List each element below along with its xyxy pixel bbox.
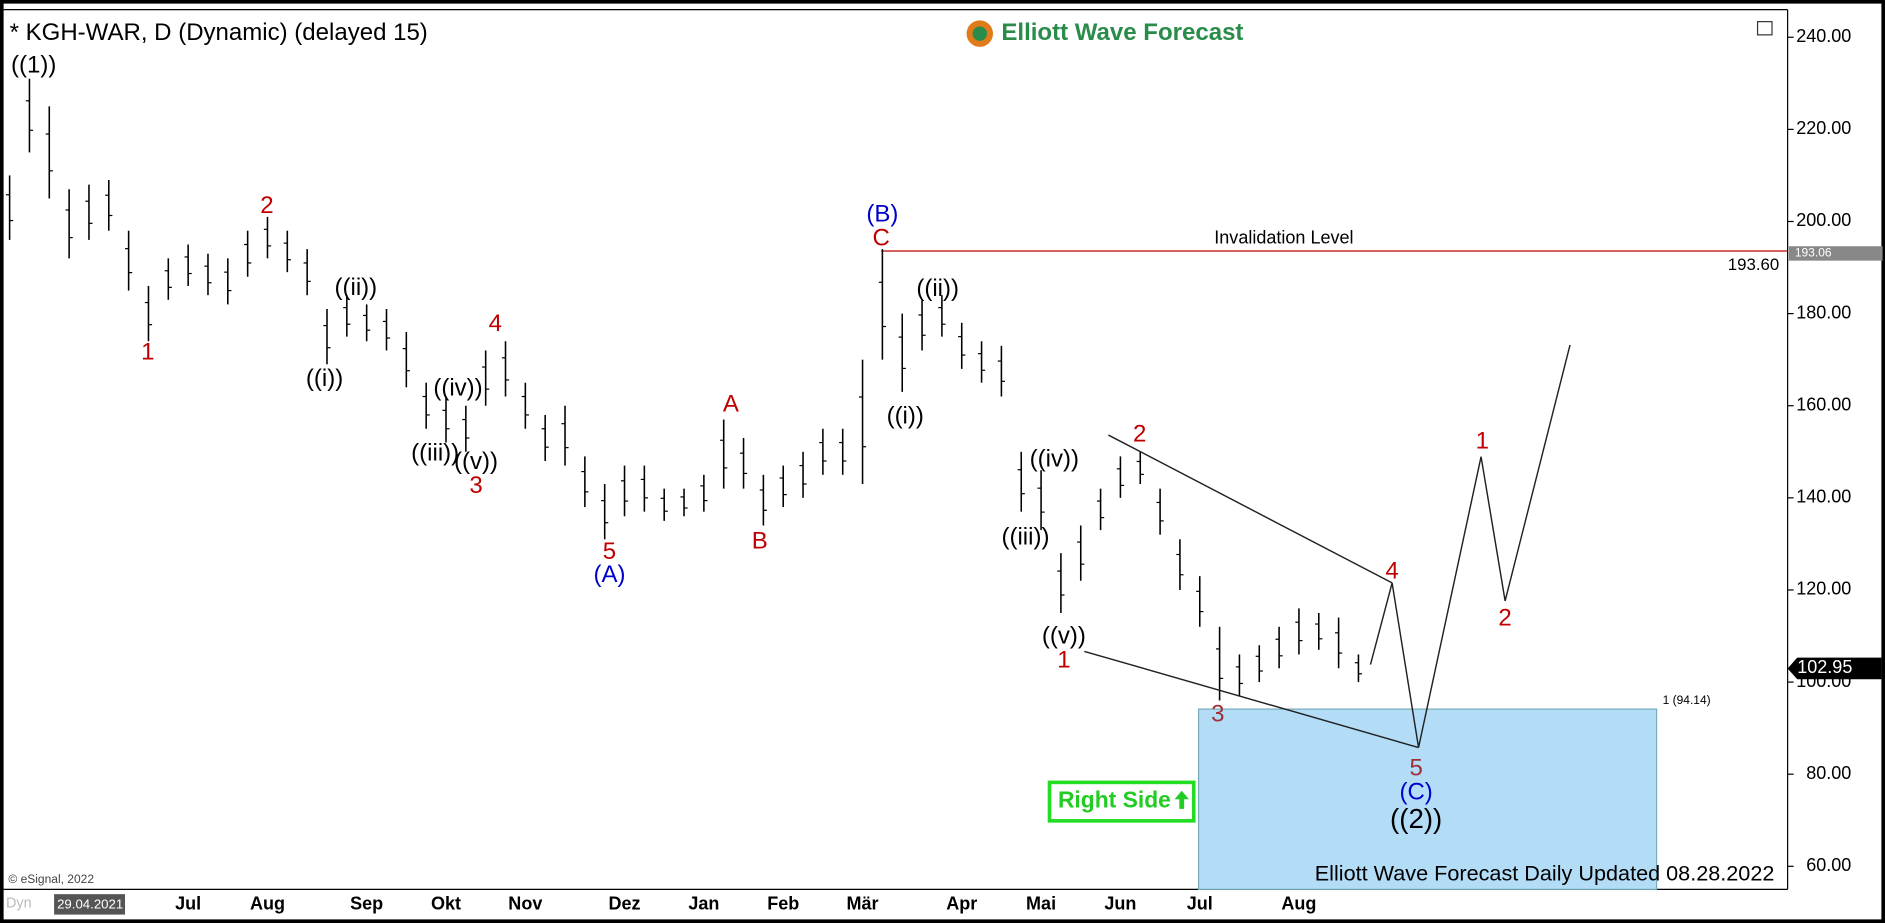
x-tick-label: Dez xyxy=(609,894,641,914)
wave-label: ((ii)) xyxy=(916,275,959,302)
wave-label: 3 xyxy=(1211,700,1224,727)
wave-label: (A) xyxy=(593,561,625,588)
wave-label: ((i)) xyxy=(306,365,343,392)
wave-label: 5 xyxy=(1409,755,1422,782)
wave-label: B xyxy=(752,527,768,554)
wave-label: ((i)) xyxy=(887,402,924,429)
start-date-box xyxy=(54,894,126,915)
footer: Elliott Wave Forecast Daily Updated 08.2… xyxy=(1315,861,1775,886)
wave-label: ((v)) xyxy=(1042,622,1086,649)
y-tick-label: 120.00 xyxy=(1796,579,1851,599)
wave-label: 5 xyxy=(603,538,616,565)
wave-label: (B) xyxy=(866,200,898,227)
wave-label: 2 xyxy=(1498,604,1511,631)
wave-label: ((1)) xyxy=(11,51,56,78)
logo-text: Elliott Wave Forecast xyxy=(1001,19,1243,46)
chart-title: * KGH-WAR, D (Dynamic) (delayed 15) xyxy=(10,19,428,46)
wave-label: ((iv)) xyxy=(433,375,482,402)
wave-label: C xyxy=(873,225,890,252)
marker-label: 193.06 xyxy=(1795,246,1832,260)
wave-label: 3 xyxy=(469,472,482,499)
x-tick-label: Mai xyxy=(1026,894,1056,914)
wave-label: 4 xyxy=(489,310,502,337)
x-tick-label: Okt xyxy=(431,894,461,914)
invalidation-value: 193.60 xyxy=(1728,255,1779,274)
y-tick-label: 160.00 xyxy=(1796,394,1851,414)
wave-label: ((iv)) xyxy=(1030,446,1079,473)
y-tick-label: 200.00 xyxy=(1796,210,1851,230)
wave-label: 1 xyxy=(1476,428,1489,455)
y-tick-label: 180.00 xyxy=(1796,302,1851,322)
start-date: 29.04.2021 xyxy=(57,896,123,911)
x-tick-label: Sep xyxy=(350,894,383,914)
last-price-tag xyxy=(1787,657,1882,680)
wave-label: 1 xyxy=(141,339,154,366)
y-tick-label: 220.00 xyxy=(1796,118,1851,138)
wave-label: ((iii)) xyxy=(1001,524,1049,551)
restore-icon[interactable] xyxy=(1756,21,1773,36)
badge-box xyxy=(1047,780,1196,823)
wave-label: A xyxy=(723,390,739,417)
x-tick-label: Jun xyxy=(1104,894,1136,914)
marker-tag xyxy=(1788,246,1883,261)
badge-arrow xyxy=(1174,790,1189,809)
copyright: © eSignal, 2022 xyxy=(8,872,94,886)
target-zone xyxy=(1197,708,1658,890)
y-tick-label: 60.00 xyxy=(1806,855,1851,875)
wave-label: ((ii)) xyxy=(335,274,378,301)
x-tick-label: Jan xyxy=(688,894,719,914)
y-tick-label: 140.00 xyxy=(1796,487,1851,507)
x-tick-label: Jul xyxy=(175,894,201,914)
projection-path xyxy=(1369,344,1571,748)
wave-label: ((v)) xyxy=(454,448,498,475)
invalidation-text: Invalidation Level xyxy=(1214,228,1353,248)
wave-label: ((iii)) xyxy=(411,440,459,467)
wave-label: 4 xyxy=(1385,557,1398,584)
x-tick-label: Nov xyxy=(508,894,542,914)
right-side-badge: Right Side xyxy=(1047,780,1196,823)
wave-label: ((2)) xyxy=(1390,803,1442,834)
y-tick-label: 80.00 xyxy=(1806,763,1851,783)
logo-icon-inner xyxy=(972,26,987,41)
x-tick-label: Apr xyxy=(946,894,977,914)
x-tick-label: Aug xyxy=(250,894,285,914)
wave-label: 1 xyxy=(1057,646,1070,673)
logo: Elliott Wave Forecast xyxy=(966,19,1243,47)
x-tick-label: Mär xyxy=(847,894,879,914)
footer-left: Dyn xyxy=(6,896,32,912)
wave-label: 2 xyxy=(1133,420,1146,447)
y-tick-label: 240.00 xyxy=(1796,26,1851,46)
x-tick-label: Feb xyxy=(767,894,799,914)
last-price-label: 102.95 xyxy=(1797,657,1852,677)
badge-text: Right Side xyxy=(1058,787,1171,813)
target-zone-label: 1 (94.14) xyxy=(1663,693,1711,707)
wave-label: (C) xyxy=(1399,779,1432,806)
wave-label: 2 xyxy=(260,192,273,219)
channel-line xyxy=(1084,650,1419,749)
x-tick-label: Jul xyxy=(1187,894,1213,914)
x-tick-label: Aug xyxy=(1281,894,1316,914)
channel-line xyxy=(1108,434,1393,584)
